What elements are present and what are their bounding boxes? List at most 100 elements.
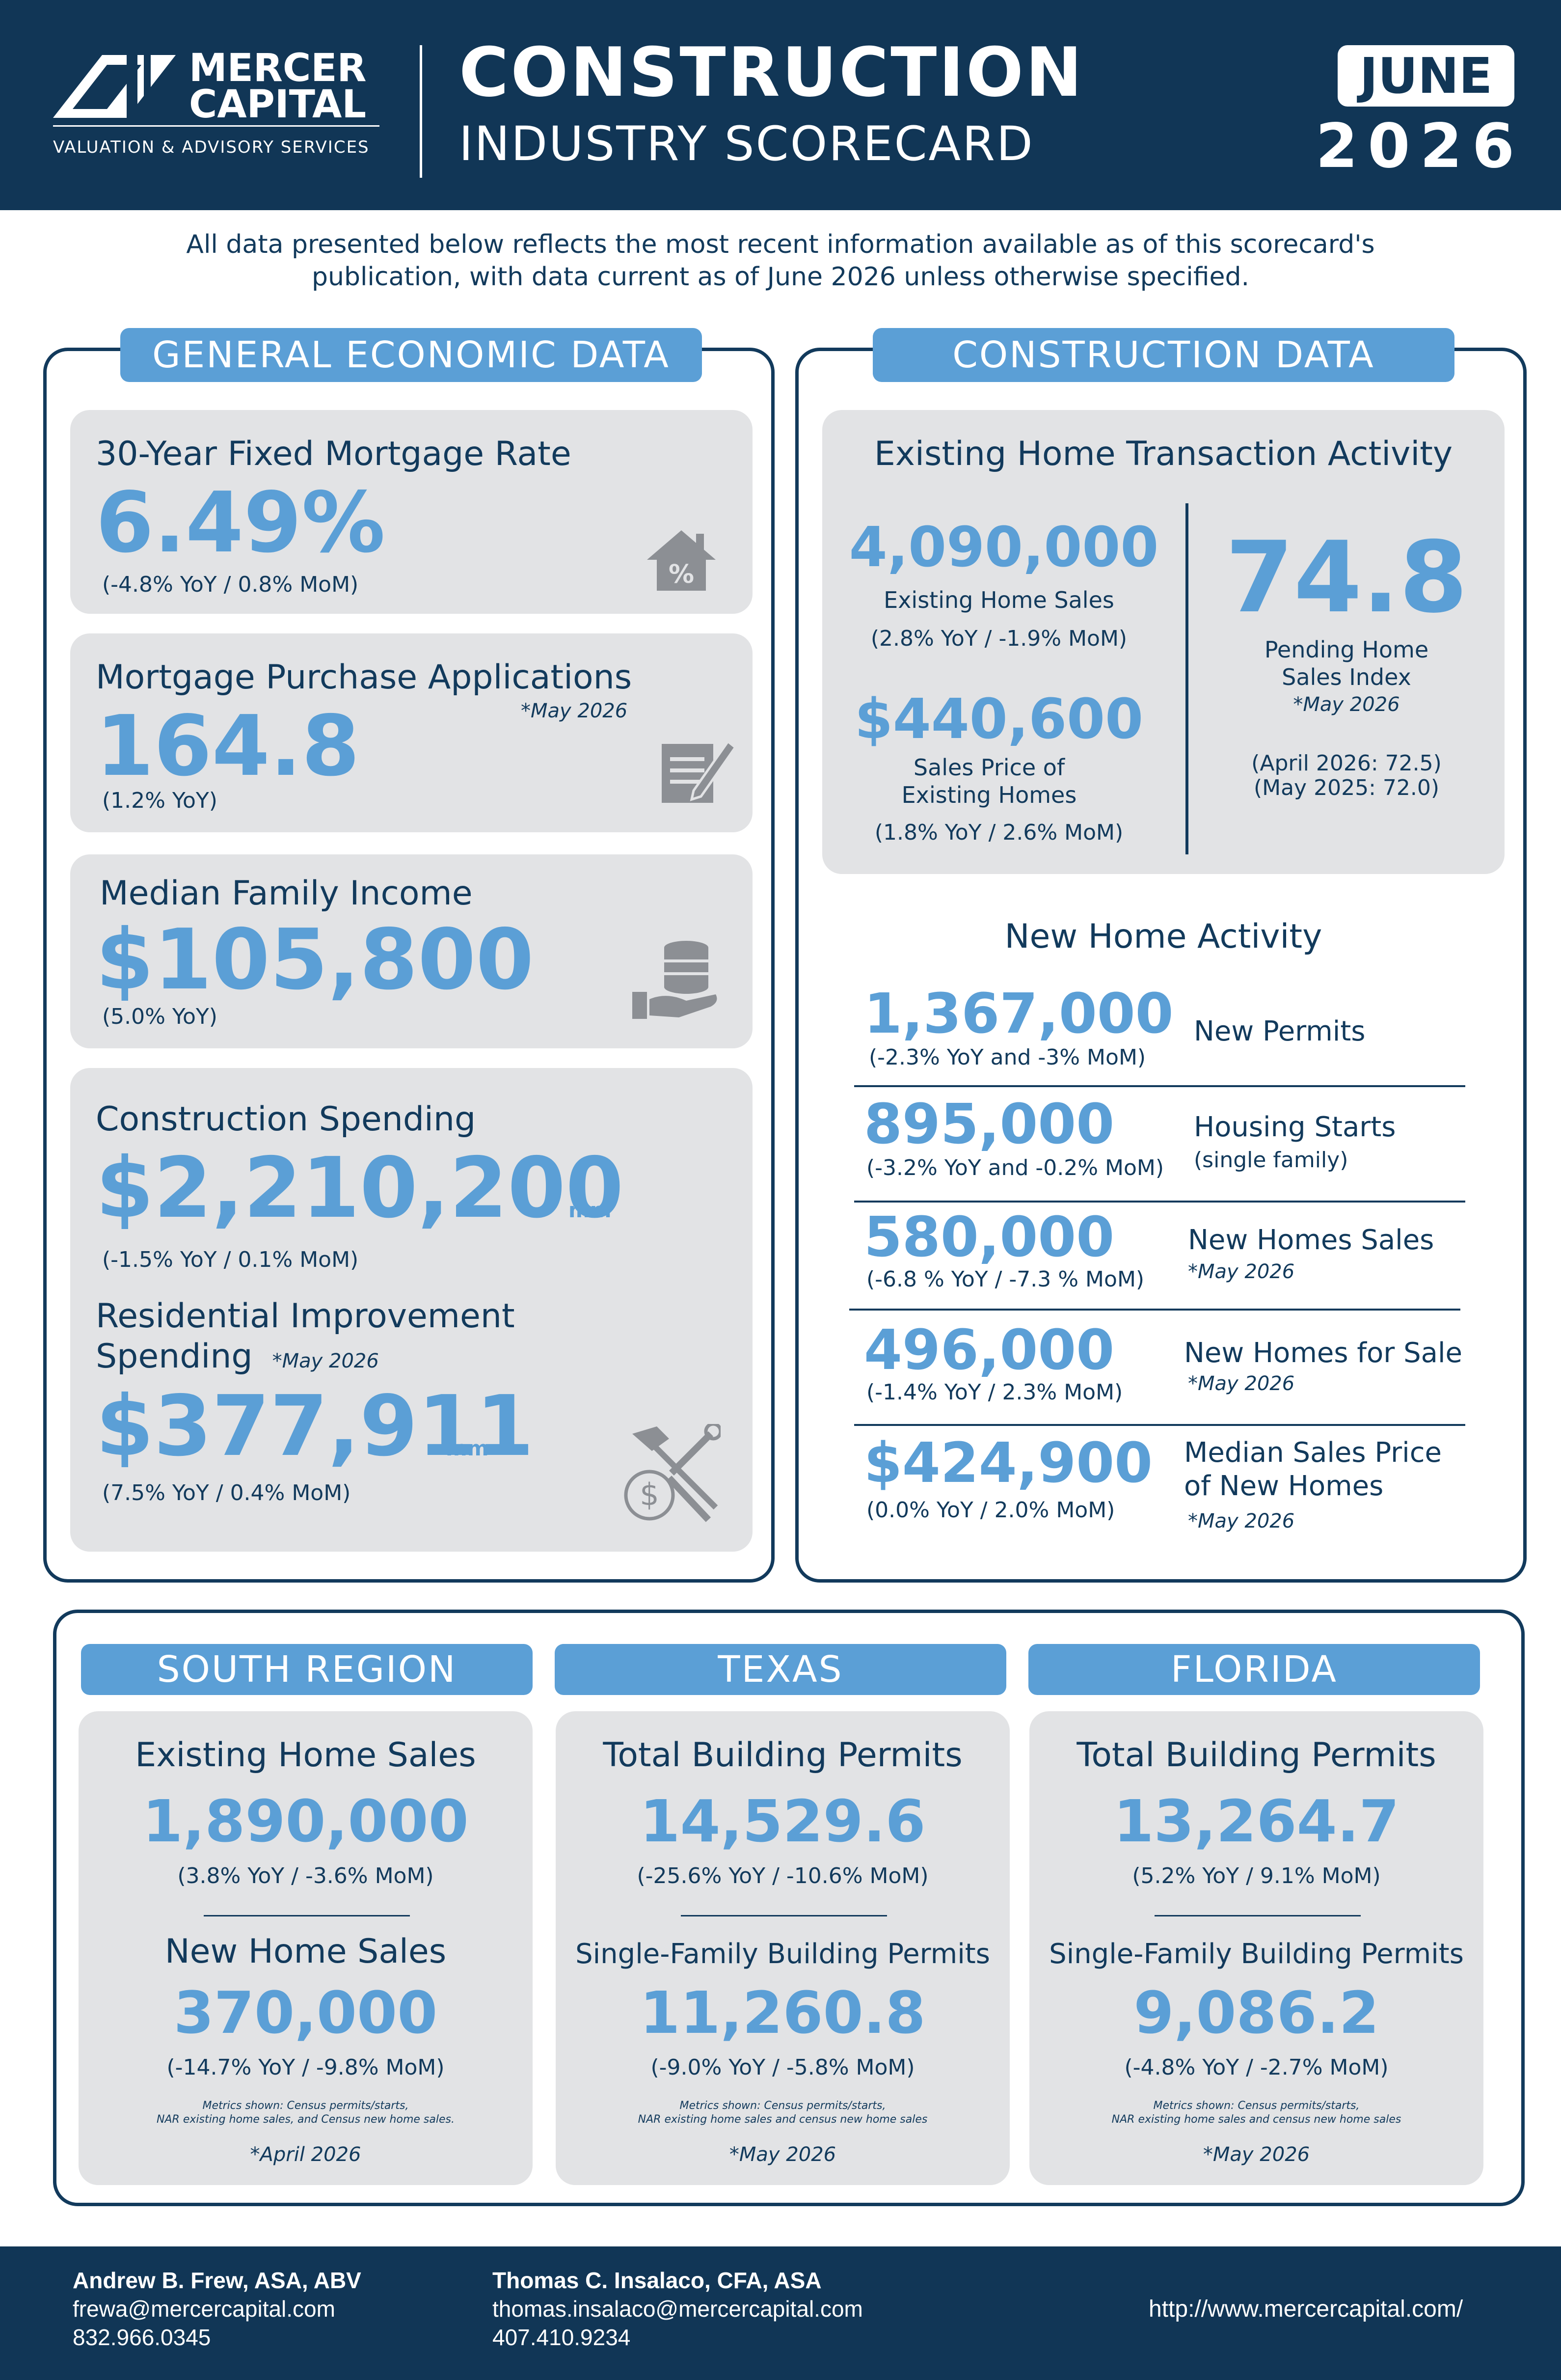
florida-date: *May 2026 [1203, 2143, 1310, 2166]
new-homes-for-sale-change: (-1.4% YoY / 2.3% MoM) [866, 1380, 1123, 1405]
existing-sales-change: (2.8% YoY / -1.9% MoM) [870, 626, 1128, 651]
texas-divider [681, 1915, 887, 1916]
year-label: 2026 [1316, 111, 1525, 182]
purchase-apps-card: Mortgage Purchase Applications *May 2026… [70, 633, 753, 832]
pending-index-value: 74.8 [1225, 520, 1468, 635]
existing-price-label-line2: Existing Homes [901, 782, 1077, 808]
brand-divider [53, 125, 379, 127]
new-homes-for-sale-label: New Homes for Sale [1184, 1337, 1462, 1369]
south-fine-line1: Metrics shown: Census permits/starts, [202, 2100, 409, 2112]
residential-title-line1: Residential Improvement [96, 1297, 515, 1336]
pending-prev-1: (April 2026: 72.5) [1251, 751, 1442, 776]
residential-title-line2: Spending *May 2026 [96, 1337, 515, 1381]
mortgage-rate-change: (-4.8% YoY / 0.8% MoM) [102, 572, 359, 597]
header-divider [420, 45, 422, 178]
texas-metric2-change: (-9.0% YoY / -5.8% MoM) [650, 2055, 915, 2080]
texas-metric2-value: 11,260.8 [640, 1979, 926, 2047]
south-metric1-title: Existing Home Sales [135, 1736, 476, 1775]
row-divider [854, 1201, 1465, 1203]
pending-index-label: Pending Home Sales Index [1188, 636, 1505, 691]
brand-name-line2: CAPITAL [189, 82, 367, 127]
south-fine-print: Metrics shown: Census permits/starts, NA… [79, 2099, 533, 2127]
existing-sales-value: 4,090,000 [849, 516, 1159, 579]
construction-spending-card: Construction Spending $2,210,200 mm (-1.… [70, 1068, 753, 1552]
contact-frew-phone[interactable]: 832.966.0345 [73, 2325, 211, 2350]
south-divider [204, 1915, 410, 1916]
contact-insalaco-name: Thomas C. Insalaco, CFA, ASA [492, 2268, 822, 2293]
florida-metric1-value: 13,264.7 [1113, 1787, 1400, 1855]
purchase-apps-value: 164.8 [96, 698, 360, 795]
general-economic-heading: GENERAL ECONOMIC DATA [120, 328, 702, 382]
income-change: (5.0% YoY) [102, 1004, 217, 1029]
existing-home-divider [1185, 503, 1188, 854]
purchase-apps-note: *May 2026 [521, 700, 628, 722]
residential-value: $377,911 [96, 1378, 534, 1475]
new-homes-sales-note: *May 2026 [1188, 1260, 1295, 1283]
south-fine-line2: NAR existing home sales, and Census new … [157, 2113, 455, 2126]
pending-index-label-line1: Pending Home [1264, 636, 1429, 663]
housing-starts-label: Housing Starts [1194, 1111, 1396, 1143]
brand-name-line1: MERCER [189, 46, 367, 90]
new-homes-for-sale-note: *May 2026 [1188, 1372, 1295, 1395]
contact-frew-name: Andrew B. Frew, ASA, ABV [73, 2268, 361, 2293]
svg-text:$: $ [640, 1477, 659, 1512]
residential-change: (7.5% YoY / 0.4% MoM) [102, 1480, 351, 1505]
mortgage-rate-title: 30-Year Fixed Mortgage Rate [96, 435, 571, 473]
contact-insalaco-email[interactable]: thomas.insalaco@mercercapital.com [492, 2296, 863, 2322]
tools-dollar-icon: $ [624, 1424, 721, 1522]
texas-metric1-title: Total Building Permits [603, 1736, 963, 1775]
existing-sales-label: Existing Home Sales [884, 587, 1114, 613]
existing-price-change: (1.8% YoY / 2.6% MoM) [874, 820, 1124, 845]
new-permits-value: 1,367,000 [864, 982, 1174, 1046]
new-home-row: 580,000 (-6.8 % YoY / -7.3 % MoM) New Ho… [849, 1205, 1468, 1316]
florida-divider [1155, 1915, 1361, 1916]
florida-metric2-change: (-4.8% YoY / -2.7% MoM) [1124, 2055, 1389, 2080]
mortgage-rate-value: 6.49% [96, 474, 385, 572]
contact-insalaco-phone[interactable]: 407.410.9234 [492, 2325, 631, 2350]
residential-unit: mm [446, 1436, 489, 1460]
construction-spending-title: Construction Spending [96, 1100, 476, 1139]
page-title: CONSTRUCTION [459, 33, 1084, 112]
south-region-card: Existing Home Sales 1,890,000 (3.8% YoY … [79, 1711, 533, 2185]
south-date: *April 2026 [250, 2143, 361, 2166]
existing-home-card: Existing Home Transaction Activity 4,090… [822, 410, 1505, 874]
residential-title-line2-text: Spending [96, 1337, 253, 1376]
housing-starts-value: 895,000 [864, 1093, 1115, 1156]
texas-heading: TEXAS [555, 1644, 1006, 1695]
income-card: Median Family Income $105,800 (5.0% YoY) [70, 854, 753, 1048]
median-new-price-change: (0.0% YoY / 2.0% MoM) [866, 1498, 1115, 1523]
brand-tagline: VALUATION & ADVISORY SERVICES [53, 137, 370, 157]
footer-bar: Andrew B. Frew, ASA, ABV frewa@mercercap… [0, 2246, 1561, 2380]
document-pen-icon [662, 739, 737, 803]
new-homes-sales-value: 580,000 [864, 1205, 1115, 1269]
month-badge: JUNE [1338, 45, 1514, 107]
texas-date: *May 2026 [729, 2143, 836, 2166]
header-bar: MERCER CAPITAL VALUATION & ADVISORY SERV… [0, 0, 1561, 210]
purchase-apps-change: (1.2% YoY) [102, 788, 217, 813]
florida-metric1-change: (5.2% YoY / 9.1% MoM) [1132, 1863, 1381, 1888]
new-home-row: $424,900 (0.0% YoY / 2.0% MoM) Median Sa… [854, 1431, 1468, 1544]
svg-text:%: % [669, 560, 694, 589]
website-link[interactable]: http://www.mercercapital.com/ [1149, 2296, 1463, 2322]
new-home-title: New Home Activity [1004, 917, 1322, 956]
florida-metric1-title: Total Building Permits [1077, 1736, 1436, 1775]
florida-fine-print: Metrics shown: Census permits/starts, NA… [1029, 2099, 1483, 2127]
texas-metric2-title: Single-Family Building Permits [575, 1938, 990, 1970]
median-new-price-label-line2: of New Homes [1184, 1470, 1384, 1502]
pending-index-label-line2: Sales Index [1282, 664, 1411, 690]
south-metric2-title: New Home Sales [164, 1932, 447, 1971]
row-divider [854, 1085, 1465, 1087]
florida-card: Total Building Permits 13,264.7 (5.2% Yo… [1029, 1711, 1483, 2185]
new-permits-change: (-2.3% YoY and -3% MoM) [869, 1045, 1146, 1070]
contact-frew-email[interactable]: frewa@mercercapital.com [73, 2296, 335, 2322]
contact-frew: Andrew B. Frew, ASA, ABV frewa@mercercap… [73, 2266, 361, 2352]
new-homes-for-sale-value: 496,000 [864, 1318, 1115, 1382]
income-title: Median Family Income [100, 874, 473, 913]
existing-price-value: $440,600 [854, 687, 1144, 751]
row-divider [849, 1309, 1460, 1311]
texas-fine-line1: Metrics shown: Census permits/starts, [679, 2100, 886, 2112]
regional-frame [53, 1610, 1525, 2206]
south-metric2-value: 370,000 [173, 1979, 438, 2047]
mortgage-rate-card: 30-Year Fixed Mortgage Rate 6.49% (-4.8%… [70, 410, 753, 614]
south-metric1-value: 1,890,000 [142, 1787, 469, 1855]
